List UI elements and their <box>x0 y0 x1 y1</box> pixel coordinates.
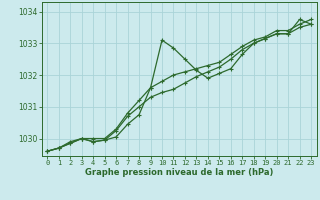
X-axis label: Graphe pression niveau de la mer (hPa): Graphe pression niveau de la mer (hPa) <box>85 168 273 177</box>
